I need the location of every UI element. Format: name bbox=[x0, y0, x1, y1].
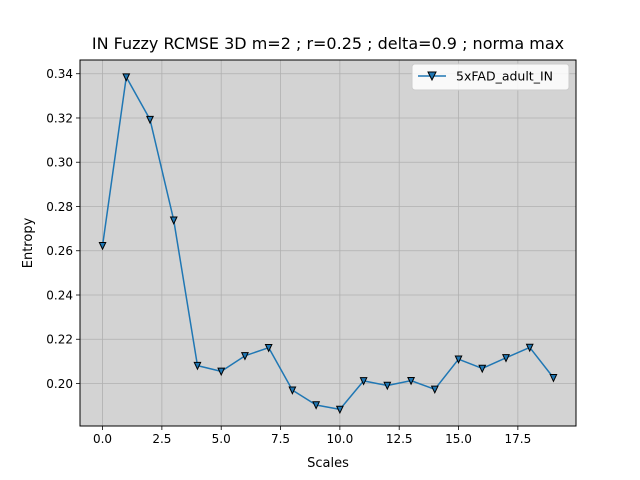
x-tick-label: 12.5 bbox=[386, 432, 413, 446]
chart-title: IN Fuzzy RCMSE 3D m=2 ; r=0.25 ; delta=0… bbox=[92, 34, 564, 53]
data-point bbox=[240, 352, 249, 361]
y-tick-label: 0.30 bbox=[46, 156, 73, 170]
legend-box bbox=[411, 63, 570, 91]
data-point bbox=[169, 216, 178, 225]
x-tick-label: 7.5 bbox=[271, 432, 290, 446]
y-tick-label: 0.20 bbox=[46, 377, 73, 391]
plot-frame bbox=[79, 59, 577, 427]
plot-area bbox=[80, 60, 576, 426]
data-point bbox=[312, 401, 321, 410]
data-point bbox=[193, 361, 202, 371]
data-point bbox=[217, 367, 226, 377]
data-point bbox=[383, 381, 392, 391]
data-point bbox=[454, 355, 463, 364]
x-axis: 0.0 2.5 5.0 7.5 10.0 12.5 15.0 17.5 bbox=[93, 426, 531, 446]
data-point bbox=[98, 241, 107, 251]
data-point bbox=[549, 374, 558, 383]
y-tick-label: 0.34 bbox=[46, 67, 73, 81]
data-point bbox=[335, 405, 344, 415]
y-axis: 0.20 0.22 0.24 0.26 0.28 0.30 0.32 0.34 bbox=[46, 67, 80, 391]
y-tick-label: 0.28 bbox=[46, 200, 73, 214]
x-tick-label: 15.0 bbox=[445, 432, 472, 446]
x-axis-label: Scales bbox=[307, 456, 349, 471]
x-tick-label: 2.5 bbox=[152, 432, 171, 446]
y-tick-label: 0.22 bbox=[46, 333, 73, 347]
data-point bbox=[525, 343, 534, 353]
grid-lines bbox=[80, 60, 576, 426]
y-tick-label: 0.24 bbox=[46, 288, 73, 302]
legend: 5xFAD_adult_IN bbox=[411, 63, 570, 91]
data-point bbox=[288, 386, 297, 395]
y-tick-label: 0.32 bbox=[46, 111, 73, 125]
data-point bbox=[478, 364, 487, 374]
data-point bbox=[122, 73, 131, 82]
x-tick-label: 0.0 bbox=[93, 432, 112, 446]
x-tick-label: 5.0 bbox=[212, 432, 231, 446]
y-tick-label: 0.26 bbox=[46, 244, 73, 258]
x-tick-label: 17.5 bbox=[504, 432, 531, 446]
y-axis-label: Entropy bbox=[21, 217, 36, 268]
data-point bbox=[407, 376, 416, 386]
data-point bbox=[146, 115, 154, 125]
x-tick-label: 10.0 bbox=[327, 432, 354, 446]
series-layer bbox=[98, 73, 558, 415]
legend-marker-sample bbox=[427, 71, 437, 82]
data-point bbox=[264, 343, 273, 353]
data-point bbox=[502, 354, 510, 363]
data-point bbox=[430, 385, 439, 395]
series-line bbox=[101, 76, 555, 411]
data-point bbox=[359, 377, 368, 386]
legend-label: 5xFAD_adult_IN bbox=[456, 69, 553, 84]
